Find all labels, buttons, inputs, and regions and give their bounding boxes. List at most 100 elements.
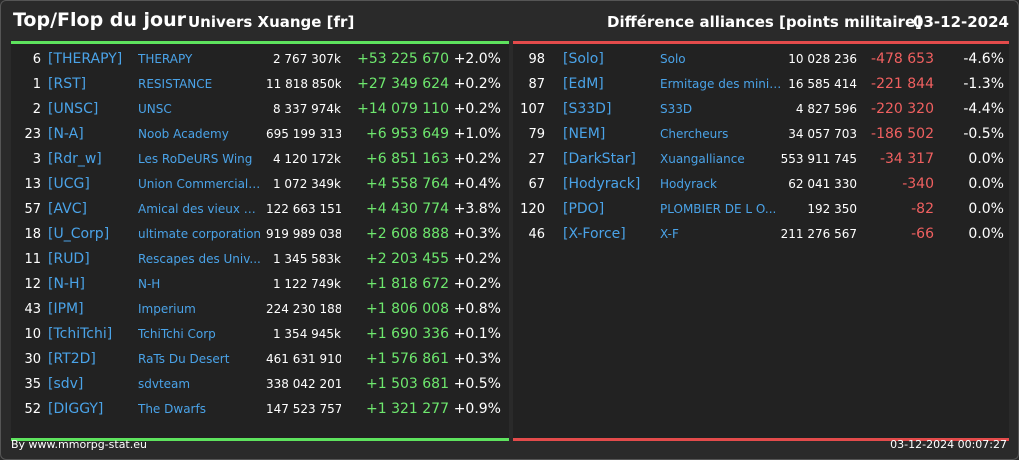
rank: 35 xyxy=(24,377,41,392)
alliance-tag-link[interactable]: [Hodyrack] xyxy=(563,176,641,192)
rank: 18 xyxy=(24,227,41,242)
alliance-name-link[interactable]: Xuangalliance xyxy=(660,152,745,166)
military-points: 1 122 749k xyxy=(272,277,341,291)
percent-change: +0.3% xyxy=(453,226,501,242)
alliance-tag-link[interactable]: [sdv] xyxy=(48,376,84,392)
alliance-tag-link[interactable]: [X-Force] xyxy=(563,226,626,242)
military-points: 62 041 330 xyxy=(788,177,857,191)
alliance-name-link[interactable]: RaTs Du Desert xyxy=(138,352,230,366)
alliance-tag-link[interactable]: [EdM] xyxy=(563,76,604,92)
alliance-tag-link[interactable]: [U_Corp] xyxy=(48,226,110,242)
alliance-name-link[interactable]: N-H xyxy=(138,277,161,291)
rank: 27 xyxy=(528,152,545,167)
alliance-name-link[interactable]: THERAPY xyxy=(138,52,193,66)
military-points: 122 663 151 xyxy=(266,202,341,216)
top-alliance-row: 2 [UNSC] UNSC 8 337 974k +14 079 110 +0.2% xyxy=(11,97,509,122)
alliance-name-link[interactable]: Ermitage des minier... xyxy=(660,77,784,91)
alliance-name-link[interactable]: Union Commerciale... xyxy=(138,177,262,191)
points-difference: -221 844 xyxy=(871,76,934,92)
top-alliance-row: 10 [TchiTchi] TchiTchi Corp 1 354 945k +1 69… xyxy=(11,322,509,347)
percent-change: +0.3% xyxy=(453,351,501,367)
alliance-name-link[interactable]: Rescapes des Univ... xyxy=(138,252,261,266)
military-points: 4 827 596 xyxy=(795,102,857,116)
alliance-tag-link[interactable]: [TchiTchi] xyxy=(48,326,113,342)
rank: 12 xyxy=(24,277,41,292)
rank: 43 xyxy=(24,302,41,317)
points-difference: +1 818 672 xyxy=(366,276,449,292)
military-points: 2 767 307k xyxy=(272,52,341,66)
footer-timestamp: 03-12-2024 00:07:27 xyxy=(890,438,1007,451)
alliance-name-link[interactable]: UNSC xyxy=(138,102,172,116)
rank: 30 xyxy=(24,352,41,367)
points-difference: +6 953 649 xyxy=(366,126,449,142)
alliance-tag-link[interactable]: [RT2D] xyxy=(48,351,96,367)
rank: 67 xyxy=(528,177,545,192)
flop-alliance-row: 120 [PDO] PLOMBIER DE L O... 192 350 -82 0.0% xyxy=(513,197,1009,222)
top-alliance-row: 52 [DIGGY] The Dwarfs 147 523 757 +1 321 277… xyxy=(11,397,509,422)
alliance-name-link[interactable]: Les RoDeURS Wing xyxy=(138,152,253,166)
alliance-name-link[interactable]: PLOMBIER DE L O... xyxy=(660,202,777,216)
alliance-name-link[interactable]: The Dwarfs xyxy=(138,402,206,416)
top-alliance-row: 43 [IPM] Imperium 224 230 188 +1 806 008 +0.8… xyxy=(11,297,509,322)
page-title: Top/Flop du jour xyxy=(13,9,186,31)
rank: 57 xyxy=(24,202,41,217)
rank: 46 xyxy=(528,227,545,242)
percent-change: +0.2% xyxy=(453,151,501,167)
alliance-name-link[interactable]: Hodyrack xyxy=(660,177,717,191)
rank: 13 xyxy=(24,177,41,192)
alliance-tag-link[interactable]: [N-A] xyxy=(48,126,84,142)
military-points: 1 072 349k xyxy=(272,177,341,191)
percent-change: +0.8% xyxy=(453,301,501,317)
top-alliance-row: 35 [sdv] sdvteam 338 042 201 +1 503 681 +0.5% xyxy=(11,372,509,397)
alliance-tag-link[interactable]: [AVC] xyxy=(48,201,87,217)
alliance-tag-link[interactable]: [RUD] xyxy=(48,251,90,267)
military-points: 10 028 236 xyxy=(788,52,857,66)
alliance-tag-link[interactable]: [DIGGY] xyxy=(48,401,104,417)
rank: 1 xyxy=(32,77,41,92)
points-difference: +4 558 764 xyxy=(366,176,449,192)
alliance-name-link[interactable]: Amical des vieux co... xyxy=(138,202,262,216)
points-difference: +14 079 110 xyxy=(357,101,449,117)
alliance-tag-link[interactable]: [PDO] xyxy=(563,201,605,217)
alliance-tag-link[interactable]: [UCG] xyxy=(48,176,90,192)
top-alliance-row: 11 [RUD] Rescapes des Univ... 1 345 583k +2 … xyxy=(11,247,509,272)
points-difference: -478 653 xyxy=(871,51,934,67)
alliance-name-link[interactable]: Noob Academy xyxy=(138,127,229,141)
alliance-name-link[interactable]: Solo xyxy=(660,52,686,66)
military-points: 461 631 910 xyxy=(266,352,341,366)
percent-change: +0.2% xyxy=(453,276,501,292)
alliance-tag-link[interactable]: [UNSC] xyxy=(48,101,99,117)
top-alliance-row: 13 [UCG] Union Commerciale... 1 072 349k +4 … xyxy=(11,172,509,197)
top-alliance-row: 3 [Rdr_w] Les RoDeURS Wing 4 120 172k +6 851… xyxy=(11,147,509,172)
alliance-name-link[interactable]: Chercheurs xyxy=(660,127,729,141)
alliance-tag-link[interactable]: [Rdr_w] xyxy=(48,151,102,167)
military-points: 1 345 583k xyxy=(272,252,341,266)
alliance-name-link[interactable]: sdvteam xyxy=(138,377,191,391)
top-alliance-row: 1 [RST] RESISTANCE 11 818 850k +27 349 624 +0… xyxy=(11,72,509,97)
alliance-tag-link[interactable]: [Solo] xyxy=(563,51,604,67)
universe-label: Univers Xuange [fr] xyxy=(188,13,355,31)
rank: 11 xyxy=(24,252,41,267)
alliance-tag-link[interactable]: [IPM] xyxy=(48,301,84,317)
points-difference: +1 321 277 xyxy=(366,401,449,417)
points-difference: +27 349 624 xyxy=(357,76,449,92)
military-points: 919 989 038 xyxy=(266,227,341,241)
alliance-name-link[interactable]: S33D xyxy=(660,102,693,116)
percent-change: -4.4% xyxy=(963,101,1004,117)
alliance-name-link[interactable]: Imperium xyxy=(138,302,196,316)
alliance-name-link[interactable]: RESISTANCE xyxy=(138,77,213,91)
alliance-tag-link[interactable]: [DarkStar] xyxy=(563,151,636,167)
alliance-tag-link[interactable]: [THERAPY] xyxy=(48,51,123,67)
alliance-tag-link[interactable]: [NEM] xyxy=(563,126,606,142)
alliance-tag-link[interactable]: [S33D] xyxy=(563,101,612,117)
alliance-name-link[interactable]: X-F xyxy=(660,227,679,241)
military-points: 695 199 313 xyxy=(266,127,341,141)
alliance-name-link[interactable]: TchiTchi Corp xyxy=(138,327,216,341)
alliance-tag-link[interactable]: [N-H] xyxy=(48,276,85,292)
percent-change: 0.0% xyxy=(968,176,1004,192)
rank: 3 xyxy=(32,152,41,167)
alliance-name-link[interactable]: ultimate corporation xyxy=(138,227,262,241)
points-difference: -186 502 xyxy=(871,126,934,142)
percent-change: 0.0% xyxy=(968,151,1004,167)
alliance-tag-link[interactable]: [RST] xyxy=(48,76,87,92)
